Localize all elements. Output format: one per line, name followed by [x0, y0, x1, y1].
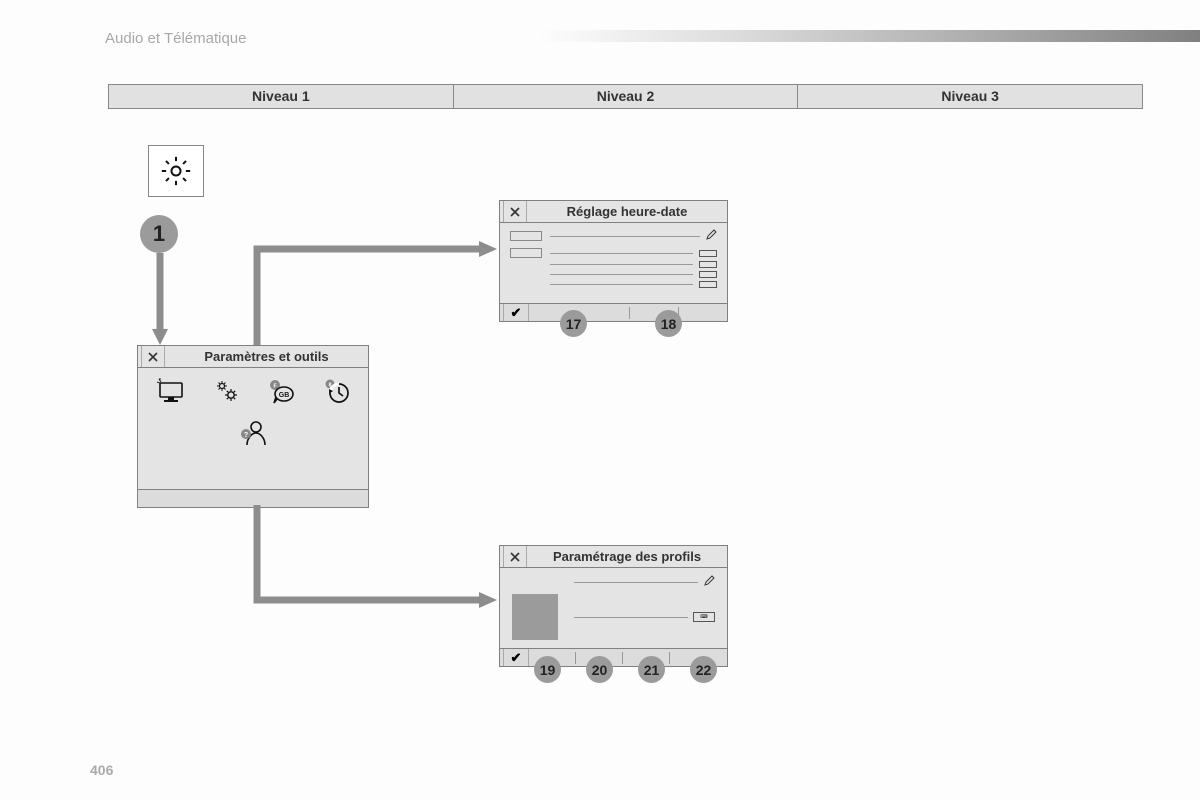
panel-title: Paramétrage des profils	[527, 549, 727, 564]
panel-header: Paramètres et outils	[138, 346, 368, 368]
keyboard-icon[interactable]: ⌨	[693, 612, 715, 622]
svg-text:?: ?	[244, 432, 248, 439]
toggle-icon[interactable]	[699, 250, 717, 257]
panel-title: Réglage heure-date	[527, 204, 727, 219]
badge-label: 21	[644, 662, 660, 678]
panel-footer	[138, 489, 368, 507]
close-icon[interactable]	[503, 546, 527, 567]
ref-badge-17: 17	[560, 310, 587, 337]
check-icon[interactable]: ✔	[503, 304, 529, 321]
badge-label: 20	[592, 662, 608, 678]
toggle-icon[interactable]	[699, 281, 717, 288]
field-box	[510, 248, 542, 258]
edit-icon[interactable]	[704, 573, 715, 591]
close-icon[interactable]	[503, 201, 527, 222]
settings-gear-box	[148, 145, 204, 197]
panel-settings-tools: Paramètres et outils	[137, 345, 369, 508]
badge-label: 19	[540, 662, 556, 678]
level-header-row: Niveau 1 Niveau 2 Niveau 3	[108, 84, 1143, 109]
level-3-cell: Niveau 3	[798, 85, 1142, 108]
badge-label: 22	[696, 662, 712, 678]
badge-label: 18	[661, 316, 677, 332]
profile-thumbnail	[512, 594, 558, 640]
svg-text:F: F	[273, 384, 276, 390]
panel-icons-grid: F GB 8	[138, 368, 368, 452]
panel-body: ⌨	[500, 568, 727, 656]
edit-icon[interactable]	[706, 227, 717, 245]
toggle-icon[interactable]	[699, 271, 717, 278]
display-icon[interactable]	[156, 378, 186, 409]
panel-date-time: Réglage heure-date ✔	[499, 200, 728, 322]
page-section-title: Audio et Télématique	[105, 30, 246, 47]
arrow-down-icon	[152, 253, 172, 348]
gear-icon	[159, 154, 193, 188]
ref-badge-20: 20	[586, 656, 613, 683]
check-icon[interactable]: ✔	[503, 649, 529, 666]
field-box	[510, 231, 542, 241]
panel-header: Paramétrage des profils	[500, 546, 727, 568]
language-icon[interactable]: F GB	[266, 378, 296, 409]
panel-body	[500, 223, 727, 288]
panel-profiles: Paramétrage des profils ⌨ ✔	[499, 545, 728, 667]
ref-badge-22: 22	[690, 656, 717, 683]
svg-text:GB: GB	[279, 392, 290, 399]
level-1-cell: Niveau 1	[109, 85, 454, 108]
clock-icon[interactable]: 8	[322, 378, 350, 409]
step-1-badge: 1	[140, 215, 178, 253]
toggle-icon[interactable]	[699, 261, 717, 268]
arrow-elbow-down-icon	[253, 505, 503, 615]
panel-title: Paramètres et outils	[165, 349, 368, 364]
panel-footer: ✔	[500, 303, 727, 321]
ref-badge-19: 19	[534, 656, 561, 683]
badge-label: 17	[566, 316, 582, 332]
step-1-number: 1	[153, 221, 165, 247]
close-icon[interactable]	[141, 346, 165, 367]
profile-help-icon[interactable]: ?	[238, 419, 268, 452]
system-settings-icon[interactable]	[212, 378, 240, 409]
header-gradient	[540, 30, 1200, 42]
panel-header: Réglage heure-date	[500, 201, 727, 223]
level-2-cell: Niveau 2	[454, 85, 799, 108]
ref-badge-21: 21	[638, 656, 665, 683]
page-number: 406	[90, 762, 113, 778]
ref-badge-18: 18	[655, 310, 682, 337]
